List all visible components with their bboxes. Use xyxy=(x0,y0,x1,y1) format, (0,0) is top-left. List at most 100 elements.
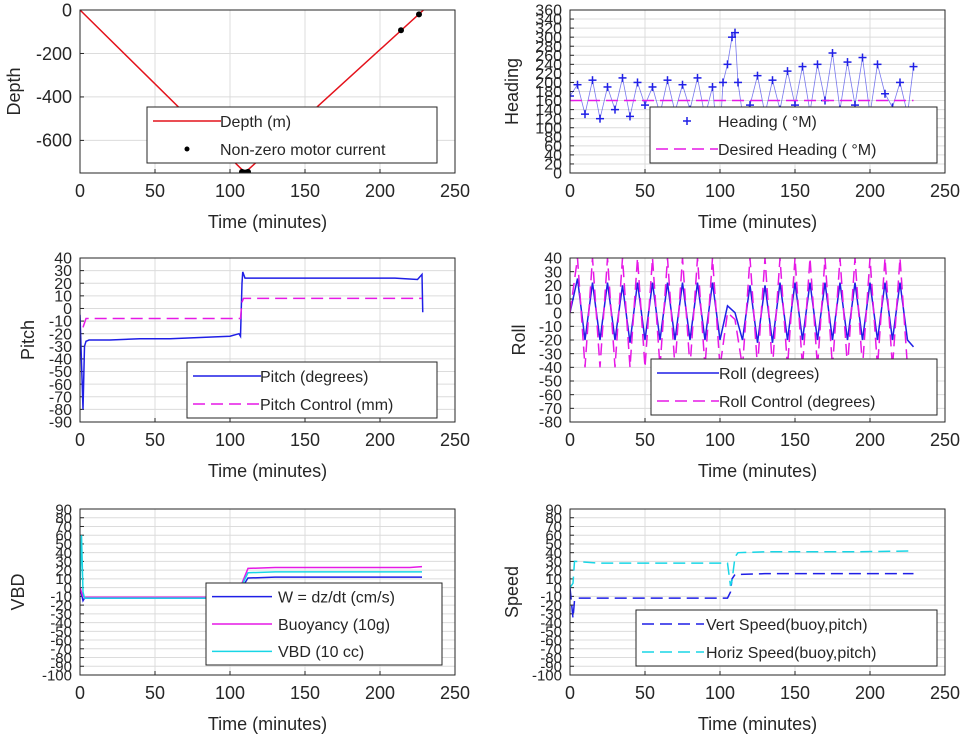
chart-panel-2: 0 50 100 150 200 2500204060801001201401601802… xyxy=(502,3,960,232)
x-axis-label: Time (minutes) xyxy=(208,461,327,481)
legend-label: Depth (m) xyxy=(220,114,291,131)
legend-label: Desired Heading ( °M) xyxy=(718,142,876,159)
y-axis-label: Heading xyxy=(502,58,522,125)
y-tick-label: -400 xyxy=(36,87,72,107)
y-tick-label: -80 xyxy=(49,402,72,419)
y-tick-label: 280 xyxy=(535,39,562,56)
x-tick-label: 50 xyxy=(145,430,165,450)
y-tick-label: 40 xyxy=(544,251,562,268)
y-tick-label: 360 xyxy=(535,3,562,20)
y-tick-label: 90 xyxy=(545,501,562,518)
chart-panel-3: 0 50 100 150 200 250403020100-10-20-30-40-50-… xyxy=(18,251,470,481)
x-tick-label: 100 xyxy=(215,683,245,703)
x-tick-label: 250 xyxy=(440,683,470,703)
y-tick-label: 320 xyxy=(535,21,562,38)
legend-box xyxy=(186,361,438,419)
x-tick-label: 50 xyxy=(635,181,655,201)
x-axis-label: Time (minutes) xyxy=(208,714,327,734)
y-tick-label: -90 xyxy=(49,415,72,432)
x-tick-label: 100 xyxy=(215,181,245,201)
y-tick-label: -10 xyxy=(540,589,562,606)
series-point xyxy=(719,78,727,87)
x-tick-label: 100 xyxy=(215,430,245,450)
y-tick-label: -20 xyxy=(540,597,562,614)
x-tick-label: 250 xyxy=(930,430,960,450)
y-tick-label: -70 xyxy=(540,641,562,658)
y-tick-label: 80 xyxy=(544,129,562,146)
legend: W = dz/dt (cm/s) Buoyancy (10g) VBD (10 cc… xyxy=(205,582,443,666)
series-point xyxy=(731,28,739,37)
y-tick-label: 30 xyxy=(544,264,562,281)
y-tick-label: -40 xyxy=(49,352,72,369)
series-point xyxy=(245,168,251,173)
y-tick-label: 200 xyxy=(535,75,562,92)
axes-box xyxy=(569,508,946,676)
y-tick-label: -10 xyxy=(49,314,72,331)
y-tick-label: 20 xyxy=(544,157,562,174)
axes-box xyxy=(569,9,946,174)
y-tick-label: 40 xyxy=(55,545,72,562)
x-tick-label: 0 xyxy=(75,683,85,703)
series-point xyxy=(909,62,918,71)
series-point xyxy=(596,114,604,123)
y-tick-label: -80 xyxy=(540,650,562,667)
x-tick-label: 100 xyxy=(705,430,735,450)
y-tick-label: 40 xyxy=(544,147,562,164)
legend-label: Buoyancy (10g) xyxy=(278,617,390,634)
legend: Roll (degrees) Roll Control (degrees) xyxy=(650,358,938,416)
x-tick-label: 150 xyxy=(290,683,320,703)
y-tick-label: -70 xyxy=(539,401,562,418)
y-tick-label: 10 xyxy=(545,571,562,588)
y-tick-label: 60 xyxy=(544,138,562,155)
x-axis-label: Time (minutes) xyxy=(698,714,817,734)
legend: Vert Speed(buoy,pitch) Horiz Speed(buoy,p… xyxy=(635,609,938,667)
x-axis-label: Time (minutes) xyxy=(698,461,817,481)
series-point xyxy=(896,78,904,87)
series-point xyxy=(858,53,867,62)
x-tick-label: 50 xyxy=(635,430,655,450)
series-line-1 xyxy=(80,271,424,410)
y-axis-label: Depth xyxy=(4,67,24,115)
y-tick-label: 20 xyxy=(545,562,562,579)
y-tick-label: -90 xyxy=(50,659,72,676)
y-tick-label: -50 xyxy=(49,364,72,381)
series-point xyxy=(723,60,732,69)
x-tick-label: 50 xyxy=(145,181,165,201)
axes-box xyxy=(79,257,456,423)
series-point xyxy=(626,112,634,121)
y-tick-label: -80 xyxy=(50,650,72,667)
y-tick-label: 160 xyxy=(535,93,562,110)
legend-label: Non-zero motor current xyxy=(220,142,386,159)
series-point xyxy=(783,67,792,76)
axes-box xyxy=(569,257,946,423)
y-tick-label: 0 xyxy=(62,0,72,20)
y-tick-label: -50 xyxy=(540,624,562,641)
series-point xyxy=(618,73,627,82)
y-tick-label: -80 xyxy=(539,415,562,432)
y-tick-label: -40 xyxy=(539,360,562,377)
series-line-2 xyxy=(570,550,914,589)
y-tick-label: 340 xyxy=(535,12,562,29)
y-tick-label: 50 xyxy=(545,536,562,553)
series-point xyxy=(641,101,649,110)
x-tick-label: 150 xyxy=(780,430,810,450)
y-tick-label: -20 xyxy=(539,333,562,350)
legend-label: VBD (10 cc) xyxy=(278,644,364,661)
series-point xyxy=(728,33,736,42)
legend-swatch xyxy=(683,117,691,125)
x-tick-label: 0 xyxy=(565,430,575,450)
y-tick-label: 70 xyxy=(545,519,562,536)
legend: Pitch (degrees) Pitch Control (mm) xyxy=(186,361,438,419)
y-tick-label: -60 xyxy=(539,387,562,404)
y-tick-label: -70 xyxy=(50,641,72,658)
legend: Depth (m) Non-zero motor current xyxy=(146,106,438,164)
axes-box xyxy=(79,9,456,174)
legend-swatch xyxy=(184,146,190,152)
y-tick-label: -30 xyxy=(540,606,562,623)
y-tick-label: 40 xyxy=(54,251,72,268)
y-tick-label: 240 xyxy=(535,57,562,74)
y-tick-label: -600 xyxy=(36,131,72,151)
plot-series xyxy=(570,550,914,619)
x-tick-label: 0 xyxy=(75,430,85,450)
